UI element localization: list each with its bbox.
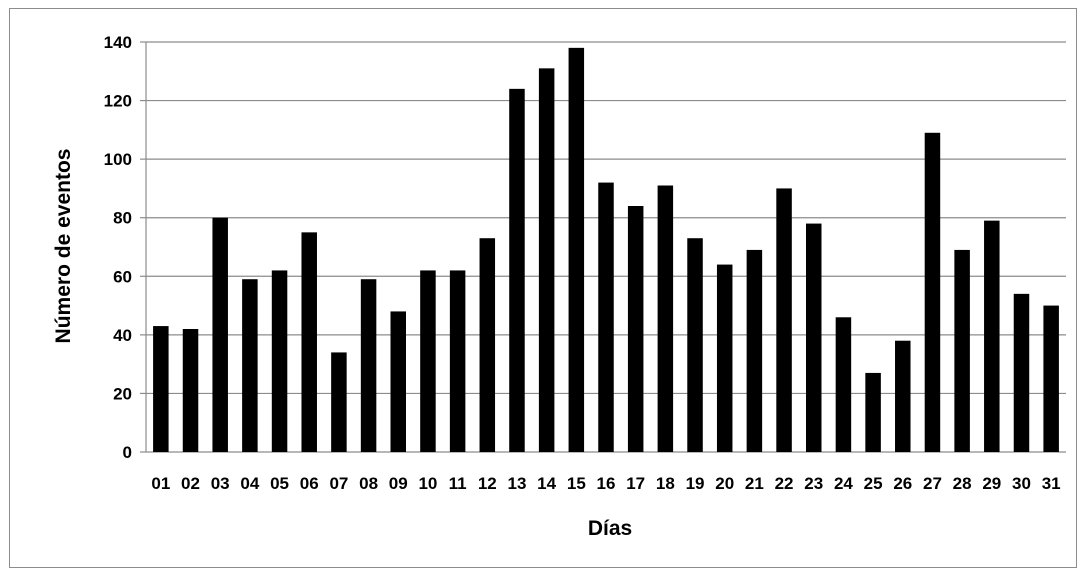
x-tick-label: 31 [1042, 474, 1061, 493]
bar-22 [776, 188, 792, 452]
bar-03 [212, 217, 228, 452]
bar-10 [420, 270, 436, 452]
bar-19 [687, 238, 703, 452]
bar-28 [954, 249, 970, 452]
bar-14 [538, 68, 555, 452]
bar-11 [449, 270, 466, 452]
y-tick-label: 140 [104, 33, 132, 52]
y-axis-title: Número de eventos [52, 149, 75, 344]
bar-01 [153, 326, 169, 452]
x-axis-ticks: 01 02 03 04 05 06 07 08 09 10 11 12 13 14 15 16 17 18 19 20… [151, 474, 1060, 493]
x-tick-label: 07 [329, 474, 348, 493]
x-tick-label: 05 [270, 474, 289, 493]
bar-31 [1043, 305, 1059, 452]
x-axis-title: Días [588, 517, 632, 540]
bar-25 [865, 372, 881, 452]
x-tick-label: 21 [745, 474, 764, 493]
y-tick-label: 60 [113, 267, 132, 286]
x-tick-label: 22 [775, 474, 794, 493]
x-tick-label: 30 [1012, 474, 1031, 493]
x-tick-label: 29 [982, 474, 1001, 493]
y-tick-label: 40 [113, 326, 132, 345]
bar-20 [716, 264, 733, 452]
x-tick-label: 24 [834, 474, 853, 493]
x-tick-label: 25 [864, 474, 883, 493]
y-axis-ticks: 0 20 40 60 80 100 120 140 [104, 33, 146, 462]
x-tick-label: 15 [567, 474, 586, 493]
y-tick-label: 80 [113, 209, 132, 228]
x-tick-label: 14 [537, 474, 556, 493]
y-tick-label: 120 [104, 92, 132, 111]
x-tick-label: 19 [686, 474, 705, 493]
x-tick-label: 09 [389, 474, 408, 493]
bar-24 [835, 317, 852, 452]
x-tick-label: 04 [240, 474, 259, 493]
y-tick-label: 0 [123, 443, 132, 462]
bars [153, 47, 1059, 453]
y-tick-label: 20 [113, 384, 132, 403]
bar-06 [301, 232, 317, 452]
bar-27 [924, 132, 941, 453]
x-tick-label: 20 [715, 474, 734, 493]
gridlines [145, 41, 1066, 453]
x-tick-label: 16 [597, 474, 616, 493]
bar-08 [360, 279, 377, 452]
bar-23 [805, 223, 822, 452]
x-tick-label: 06 [300, 474, 319, 493]
bar-13 [509, 88, 525, 452]
bar-18 [657, 185, 674, 452]
x-tick-label: 10 [418, 474, 437, 493]
x-tick-label: 01 [151, 474, 170, 493]
bar-21 [746, 249, 763, 452]
x-tick-label: 17 [626, 474, 645, 493]
x-tick-label: 26 [893, 474, 912, 493]
x-tick-label: 23 [804, 474, 823, 493]
bar-02 [182, 329, 199, 452]
x-tick-label: 12 [478, 474, 497, 493]
bar-26 [895, 340, 911, 452]
x-tick-label: 08 [359, 474, 378, 493]
x-tick-label: 11 [449, 474, 467, 493]
bar-09 [390, 311, 407, 452]
bar-15 [568, 47, 585, 452]
x-tick-label: 03 [211, 474, 230, 493]
x-tick-label: 02 [181, 474, 200, 493]
bar-05 [271, 270, 288, 452]
bar-12 [479, 238, 496, 452]
bar-17 [627, 206, 644, 452]
y-tick-label: 100 [104, 150, 132, 169]
bar-16 [598, 182, 614, 453]
bar-07 [331, 352, 347, 452]
x-tick-label: 13 [508, 474, 527, 493]
bar-30 [1013, 293, 1030, 452]
bar-29 [984, 220, 1000, 452]
bar-04 [242, 279, 258, 452]
x-tick-label: 28 [953, 474, 972, 493]
x-tick-label: 27 [923, 474, 942, 493]
x-tick-label: 18 [656, 474, 675, 493]
